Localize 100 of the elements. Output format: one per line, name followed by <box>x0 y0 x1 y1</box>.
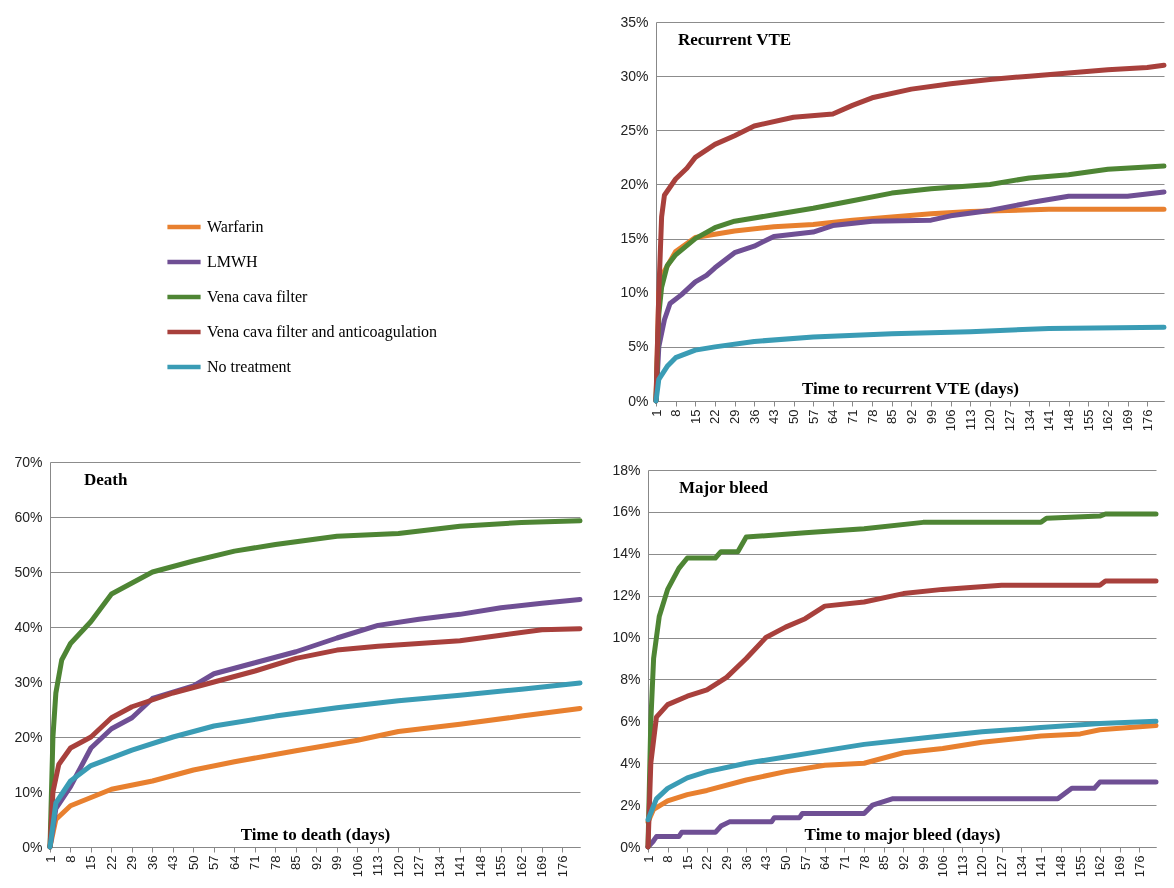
x-tick-label: 127 <box>411 855 427 878</box>
x-tick-label: 127 <box>1002 409 1018 432</box>
x-tick-label: 155 <box>1072 855 1088 878</box>
x-tick-label: 8 <box>63 855 78 863</box>
x-tick-label: 92 <box>903 409 919 424</box>
x-tick-label: 1 <box>42 855 58 863</box>
x-tick-label: 113 <box>370 855 386 877</box>
legend-label: Vena cava filter <box>207 288 309 305</box>
y-tick-label: 30% <box>14 673 43 690</box>
legend-label: LMWH <box>207 253 259 270</box>
x-tick-label: 43 <box>766 409 782 424</box>
x-axis-title: Time to major bleed (days) <box>804 824 1001 844</box>
x-tick-label: 29 <box>124 855 140 870</box>
y-tick-label: 30% <box>620 67 649 84</box>
y-tick-label: 20% <box>620 175 649 192</box>
x-tick-label: 155 <box>1080 409 1096 432</box>
x-tick-label: 141 <box>1041 409 1057 432</box>
x-tick-label: 169 <box>534 855 550 878</box>
x-tick-label: 85 <box>288 855 304 870</box>
x-tick-label: 106 <box>935 855 951 878</box>
x-tick-label: 134 <box>1021 409 1037 432</box>
x-tick-label: 120 <box>974 855 990 878</box>
x-tick-label: 78 <box>267 855 283 870</box>
x-tick-label: 134 <box>431 855 447 878</box>
y-tick-label: 2% <box>620 796 641 813</box>
x-tick-label: 99 <box>329 855 345 870</box>
x-tick-label: 106 <box>943 409 959 432</box>
x-tick-label: 78 <box>864 409 880 424</box>
x-tick-label: 162 <box>1100 409 1116 432</box>
x-axis-title: Time to death (days) <box>240 824 391 844</box>
x-tick-label: 36 <box>746 409 762 424</box>
x-tick-label: 169 <box>1112 855 1128 878</box>
x-tick-label: 8 <box>660 855 676 863</box>
y-tick-label: 18% <box>612 461 641 478</box>
x-tick-label: 15 <box>679 855 695 870</box>
y-tick-label: 0% <box>22 838 43 855</box>
x-tick-label: 36 <box>738 855 754 870</box>
y-tick-label: 10% <box>14 783 43 800</box>
x-tick-label: 22 <box>707 409 723 424</box>
x-tick-label: 148 <box>472 855 488 878</box>
x-tick-label: 50 <box>185 855 201 870</box>
y-tick-label: 12% <box>612 587 641 604</box>
x-tick-label: 99 <box>915 855 931 870</box>
x-tick-label: 176 <box>1131 855 1147 878</box>
x-tick-label: 141 <box>1033 855 1049 878</box>
x-tick-label: 36 <box>144 855 160 870</box>
x-tick-label: 22 <box>699 855 715 870</box>
x-tick-label: 176 <box>554 855 570 878</box>
y-tick-label: 16% <box>612 503 641 520</box>
y-tick-label: 4% <box>620 754 641 771</box>
legend-label: No treatment <box>207 358 292 375</box>
x-axis-title: Time to recurrent VTE (days) <box>802 378 1019 398</box>
y-tick-label: 5% <box>628 338 649 355</box>
y-tick-label: 15% <box>620 230 649 247</box>
x-tick-label: 71 <box>247 855 263 870</box>
x-tick-label: 120 <box>390 855 406 878</box>
y-tick-label: 40% <box>14 618 43 635</box>
y-tick-label: 35% <box>620 13 649 30</box>
x-tick-label: 64 <box>817 855 833 870</box>
y-tick-label: 6% <box>620 712 641 729</box>
x-tick-label: 57 <box>206 855 222 870</box>
x-tick-label: 120 <box>982 409 998 432</box>
x-tick-label: 8 <box>668 409 684 417</box>
x-tick-label: 106 <box>349 855 365 878</box>
x-tick-label: 99 <box>923 409 939 424</box>
x-tick-label: 64 <box>825 409 841 424</box>
x-tick-label: 92 <box>308 855 324 870</box>
chart-title: Major bleed <box>679 478 769 497</box>
x-tick-label: 57 <box>805 409 821 424</box>
legend-label: Warfarin <box>207 218 264 235</box>
y-tick-label: 20% <box>14 728 43 745</box>
legend-label: Vena cava filter and anticoagulation <box>207 323 438 341</box>
chart-title: Death <box>84 470 128 489</box>
x-tick-label: 113 <box>954 855 970 877</box>
y-tick-label: 10% <box>620 284 649 301</box>
x-tick-label: 148 <box>1053 855 1069 878</box>
x-tick-label: 85 <box>884 409 900 424</box>
x-tick-label: 43 <box>758 855 774 870</box>
x-tick-label: 22 <box>103 855 119 870</box>
x-tick-label: 176 <box>1139 409 1155 432</box>
x-tick-label: 15 <box>83 855 99 870</box>
x-tick-label: 134 <box>1013 855 1029 878</box>
x-tick-label: 92 <box>895 855 911 870</box>
y-tick-label: 0% <box>628 392 649 409</box>
y-tick-label: 14% <box>612 545 641 562</box>
x-tick-label: 162 <box>513 855 529 878</box>
x-tick-label: 162 <box>1092 855 1108 878</box>
x-tick-label: 64 <box>226 855 242 870</box>
x-tick-label: 15 <box>687 409 703 424</box>
y-tick-label: 0% <box>620 838 641 855</box>
x-tick-label: 141 <box>452 855 468 878</box>
y-tick-label: 8% <box>620 670 641 687</box>
y-tick-label: 10% <box>612 629 641 646</box>
y-tick-label: 60% <box>14 508 43 525</box>
x-tick-label: 78 <box>856 855 872 870</box>
x-tick-label: 50 <box>786 409 802 424</box>
x-tick-label: 50 <box>778 855 794 870</box>
x-tick-label: 57 <box>797 855 813 870</box>
x-tick-label: 1 <box>648 409 664 417</box>
x-tick-label: 155 <box>493 855 509 878</box>
